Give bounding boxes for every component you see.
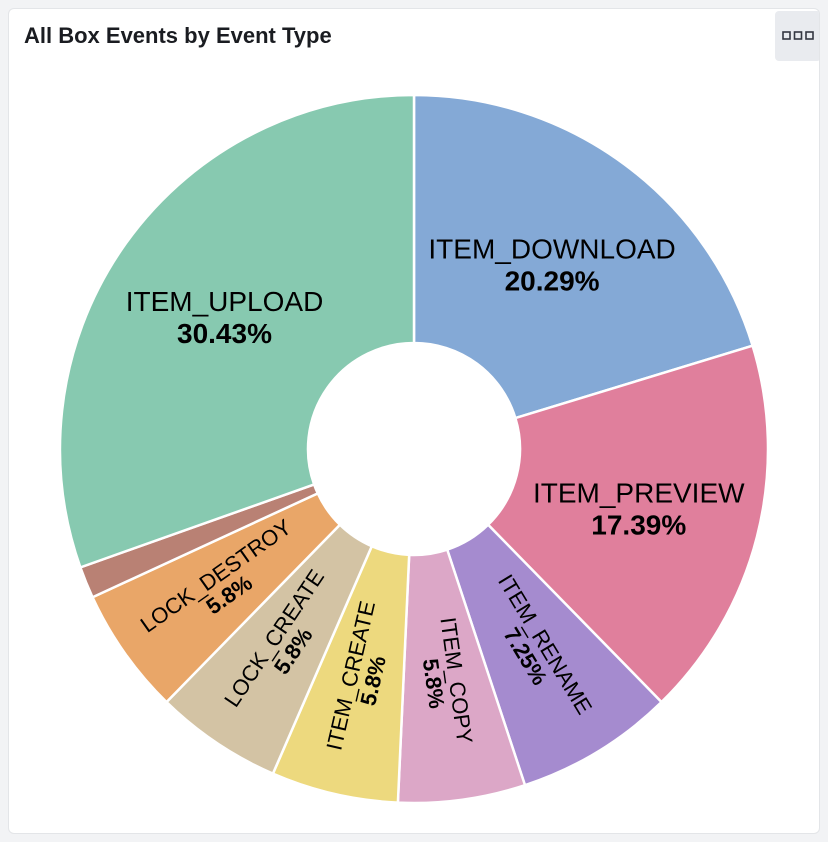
slice-item-preview[interactable] — [486, 344, 770, 704]
panel-options-button[interactable] — [775, 11, 819, 61]
slice-label-item-upload: ITEM_UPLOAD — [126, 286, 324, 317]
slice-item-upload[interactable] — [58, 93, 416, 569]
chart-panel: All Box Events by Event Type ITEM_DOWNLO… — [8, 8, 820, 834]
slice-item-rename[interactable] — [445, 523, 664, 787]
donut-chart: ITEM_DOWNLOAD20.29%ITEM_PREVIEW17.39%ITE… — [58, 93, 770, 805]
ellipsis-icon — [782, 31, 814, 40]
slice-label-item-preview: ITEM_PREVIEW — [533, 477, 745, 508]
slice-item-download[interactable] — [412, 93, 755, 420]
slice-label-item-download: ITEM_DOWNLOAD — [428, 234, 675, 265]
slice-percent-item-download: 20.29% — [505, 266, 600, 297]
slice-percent-item-preview: 17.39% — [591, 509, 686, 540]
panel-title: All Box Events by Event Type — [24, 23, 332, 48]
slice-percent-item-upload: 30.43% — [177, 318, 272, 349]
